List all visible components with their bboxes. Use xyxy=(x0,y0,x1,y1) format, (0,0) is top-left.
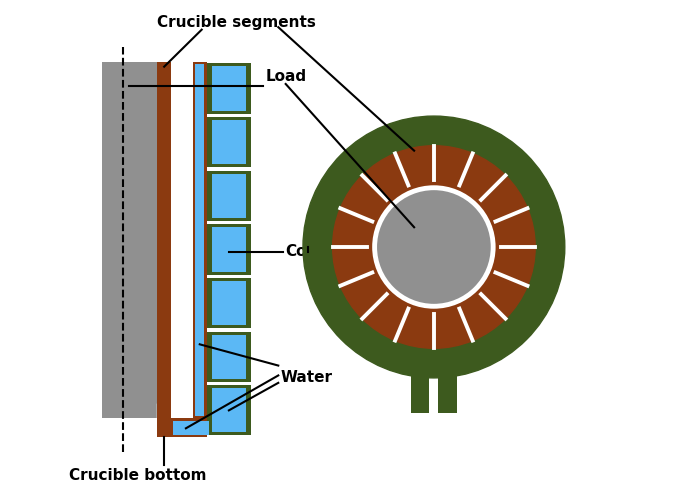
Bar xyxy=(212,120,246,165)
Circle shape xyxy=(333,146,535,348)
Bar xyxy=(173,421,209,435)
Circle shape xyxy=(375,189,493,305)
Bar xyxy=(157,404,171,418)
Bar xyxy=(438,373,457,413)
Bar xyxy=(192,62,207,418)
Text: Load: Load xyxy=(266,69,307,84)
Circle shape xyxy=(303,116,565,378)
Bar xyxy=(207,117,251,167)
Bar xyxy=(212,227,246,272)
Bar xyxy=(212,334,246,379)
Bar xyxy=(212,67,246,111)
Bar xyxy=(212,388,246,433)
Bar xyxy=(207,385,251,436)
Bar xyxy=(207,171,251,221)
Bar xyxy=(102,62,157,418)
Bar xyxy=(207,224,251,275)
Bar xyxy=(212,281,246,325)
Text: Crucible bottom: Crucible bottom xyxy=(68,468,206,483)
Bar xyxy=(207,278,251,328)
Bar xyxy=(195,64,204,416)
Bar xyxy=(207,64,251,114)
Text: Water: Water xyxy=(281,370,333,385)
Text: Crucible segments: Crucible segments xyxy=(157,15,316,30)
Bar xyxy=(207,331,251,382)
Bar xyxy=(212,174,246,218)
Text: Coil: Coil xyxy=(286,245,317,259)
Bar xyxy=(158,418,207,437)
Wedge shape xyxy=(157,404,171,418)
Bar xyxy=(411,373,429,413)
Circle shape xyxy=(375,188,493,306)
Bar xyxy=(158,62,171,437)
